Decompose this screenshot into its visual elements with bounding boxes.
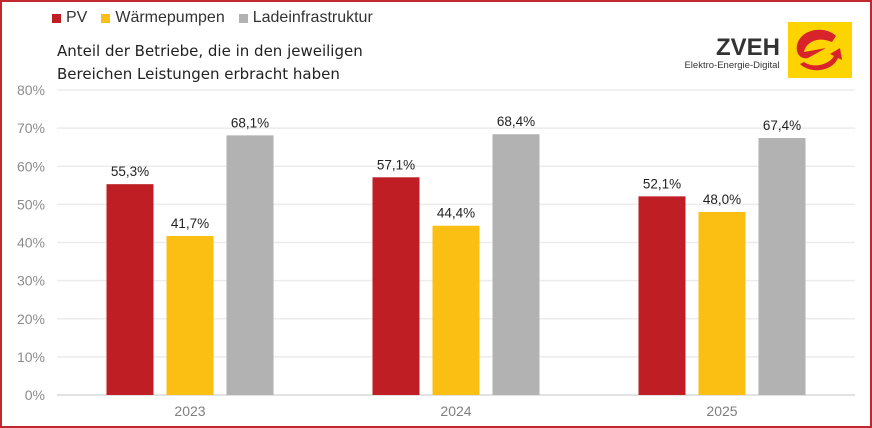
subtitle-line: Anteil der Betriebe, die in den jeweilig…	[57, 42, 363, 60]
svg-text:ZVEH: ZVEH	[716, 34, 780, 61]
bar-ladeinfrastruktur	[226, 135, 274, 395]
zveh-logo: ZVEH Elektro-Energie-Digital	[684, 22, 852, 78]
bar-pv	[372, 177, 420, 395]
data-label: 48,0%	[703, 192, 741, 207]
y-tick-label: 80%	[17, 82, 45, 98]
y-tick-label: 0%	[25, 387, 45, 403]
legend-label: PV	[66, 9, 88, 26]
y-tick-label: 40%	[17, 235, 45, 251]
legend-item-pv: PV	[52, 9, 87, 27]
x-tick-label: 2025	[706, 403, 737, 419]
svg-text:Elektro-Energie-Digital: Elektro-Energie-Digital	[684, 60, 779, 71]
y-tick-label: 10%	[17, 349, 45, 365]
y-tick-label: 60%	[17, 158, 45, 174]
bar-ladeinfrastruktur	[492, 134, 540, 395]
data-label: 57,1%	[377, 157, 415, 172]
x-tick-label: 2023	[174, 403, 205, 419]
legend-label: Ladeinfrastruktur	[252, 9, 373, 26]
y-tick-label: 30%	[17, 273, 45, 289]
bar-ladeinfrastruktur	[758, 138, 806, 395]
bar-wärmepumpen	[166, 236, 214, 395]
y-tick-label: 20%	[17, 311, 45, 327]
bar-wärmepumpen	[698, 212, 746, 395]
data-label: 44,4%	[437, 206, 475, 221]
y-tick-label: 70%	[17, 120, 45, 136]
legend-swatch	[52, 13, 61, 23]
legend: PV Wärmepumpen Ladeinfrastruktur	[52, 9, 373, 27]
chart-subtitle: Anteil der Betriebe, die in den jeweilig…	[57, 40, 363, 86]
legend-label: Wärmepumpen	[115, 9, 225, 26]
data-label: 68,1%	[231, 115, 269, 130]
data-label: 52,1%	[643, 176, 681, 191]
data-label: 55,3%	[111, 164, 149, 179]
legend-item-ladeinfrastruktur: Ladeinfrastruktur	[238, 9, 373, 27]
subtitle-line: Bereichen Leistungen erbracht haben	[57, 65, 340, 83]
data-label: 67,4%	[763, 118, 801, 133]
data-label: 41,7%	[171, 216, 209, 231]
bar-wärmepumpen	[432, 225, 480, 395]
x-tick-label: 2024	[440, 403, 471, 419]
data-label: 68,4%	[497, 114, 535, 129]
bar-pv	[638, 196, 686, 395]
legend-item-waermepumpen: Wärmepumpen	[101, 9, 225, 27]
legend-swatch	[101, 13, 111, 23]
bar-pv	[106, 184, 154, 395]
legend-swatch	[238, 13, 248, 23]
y-tick-label: 50%	[17, 196, 45, 212]
